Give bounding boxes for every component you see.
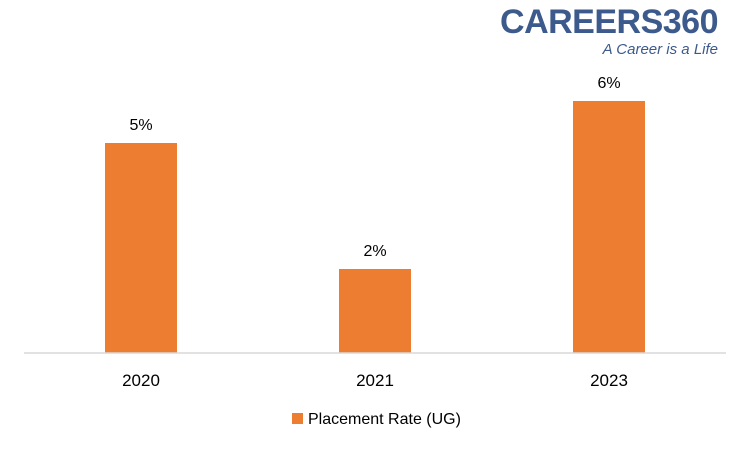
tick-label-2020: 2020 <box>122 371 160 390</box>
bar-2023 <box>573 101 645 353</box>
logo: CAREERS360 A Career is a Life <box>500 3 718 58</box>
logo-tagline: A Career is a Life <box>602 41 718 58</box>
legend: Placement Rate (UG) <box>292 411 461 428</box>
tick-label-2021: 2021 <box>356 371 394 390</box>
logo-wordmark: CAREERS360 <box>500 3 718 41</box>
tick-label-2023: 2023 <box>590 371 628 390</box>
legend-label: Placement Rate (UG) <box>308 411 461 428</box>
data-label-2020: 5% <box>129 117 152 134</box>
legend-swatch <box>292 413 303 424</box>
data-label-2023: 6% <box>597 75 620 92</box>
bar-2020 <box>105 143 177 353</box>
data-labels: 5% 2% 6% <box>129 75 620 260</box>
data-label-2021: 2% <box>363 243 386 260</box>
bars <box>105 101 645 353</box>
bar-2021 <box>339 269 411 353</box>
x-axis-tick-labels: 2020 2021 2023 <box>122 371 628 390</box>
